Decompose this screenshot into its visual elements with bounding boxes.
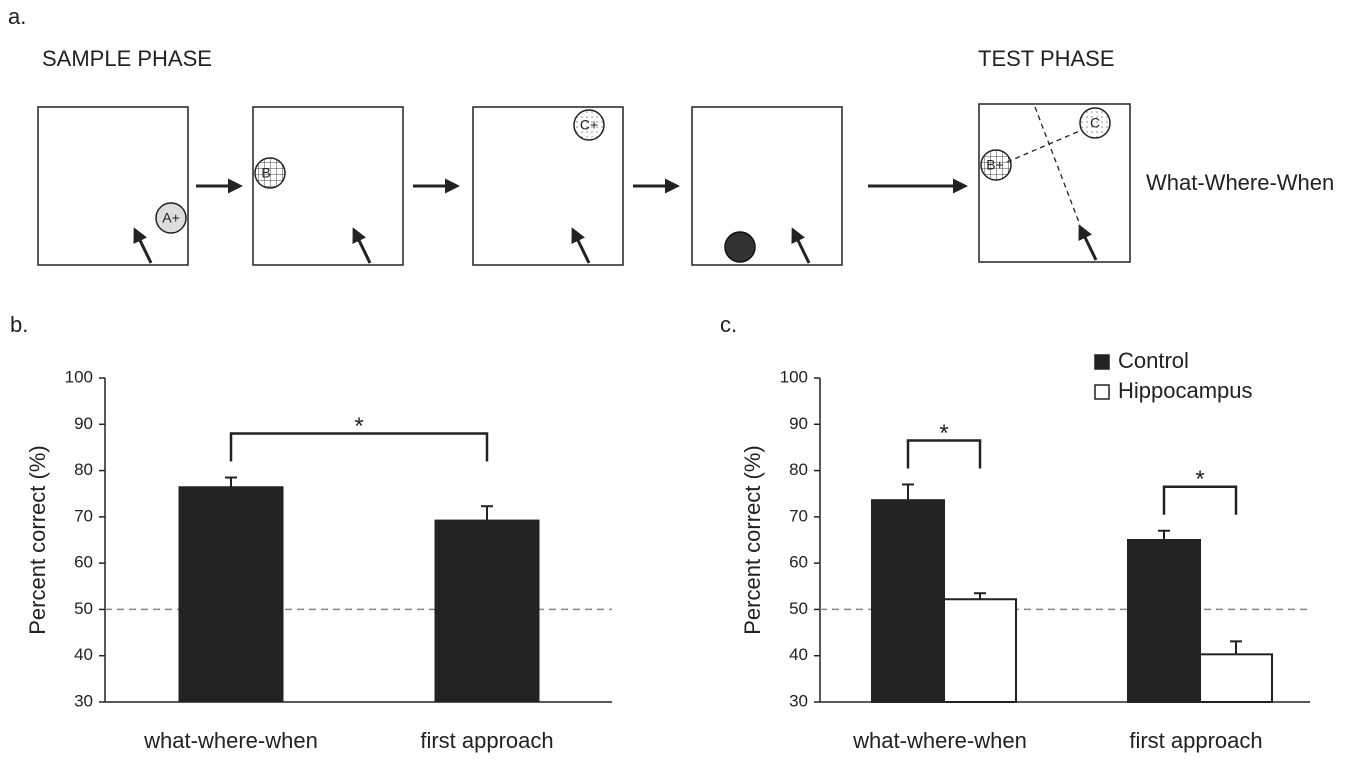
- significance-label: *: [354, 413, 363, 440]
- x-tick-label: first approach: [1129, 728, 1262, 753]
- arena: [37, 106, 189, 266]
- phase-label: SAMPLE PHASE: [42, 46, 212, 71]
- y-tick-label: 90: [789, 414, 808, 433]
- object-label: B: [261, 165, 270, 181]
- y-tick-label: 60: [74, 553, 93, 572]
- significance-bracket: [229, 432, 489, 462]
- panel-label: b.: [10, 312, 28, 337]
- legend-swatch: [1094, 384, 1110, 400]
- bar: [1199, 653, 1273, 704]
- bar: [178, 486, 284, 703]
- y-tick-label: 40: [74, 645, 93, 664]
- object: [155, 202, 187, 234]
- y-tick-label: 100: [65, 367, 93, 386]
- arena: [691, 106, 843, 266]
- y-tick-label: 50: [789, 599, 808, 618]
- y-tick-label: 90: [74, 414, 93, 433]
- object: [254, 157, 286, 189]
- panel-a: a. SAMPLE PHASE TEST PHASE What-Where-Wh…: [8, 4, 1334, 266]
- x-tick-label: what-where-when: [852, 728, 1027, 753]
- bar: [943, 598, 1017, 704]
- arrows: [133, 178, 1098, 264]
- y-tick-label: 100: [780, 367, 808, 386]
- y-tick-label: 30: [74, 691, 93, 710]
- panel-label: a.: [8, 4, 26, 29]
- significance-label: *: [939, 420, 948, 447]
- y-tick-label: 50: [74, 599, 93, 618]
- y-tick-label: 80: [789, 460, 808, 479]
- y-tick-label: 30: [789, 691, 808, 710]
- panel-label: c.: [720, 312, 737, 337]
- bar: [434, 519, 540, 703]
- object-label: C+: [580, 117, 598, 133]
- x-tick-label: first approach: [420, 728, 553, 753]
- y-tick-label: 70: [74, 506, 93, 525]
- x-tick-label: what-where-when: [143, 728, 318, 753]
- object-label: B+: [986, 157, 1004, 173]
- dashed-paths: [1006, 106, 1083, 226]
- significance-bracket: [906, 439, 982, 469]
- phase-label: TEST PHASE: [978, 46, 1115, 71]
- significance-bracket: [1162, 485, 1238, 515]
- condition-label: What-Where-When: [1146, 170, 1334, 195]
- y-axis-label: Percent correct (%): [740, 445, 765, 635]
- object: [724, 231, 756, 263]
- object: [980, 149, 1012, 181]
- y-tick-label: 40: [789, 645, 808, 664]
- y-tick-label: 80: [74, 460, 93, 479]
- y-tick-label: 60: [789, 553, 808, 572]
- legend-label: Hippocampus: [1118, 378, 1253, 403]
- object-label: A+: [162, 210, 180, 226]
- object-label: C: [1090, 115, 1100, 131]
- y-tick-label: 70: [789, 506, 808, 525]
- legend-swatch: [1094, 354, 1110, 370]
- bar: [1127, 539, 1201, 703]
- y-axis-label: Percent correct (%): [25, 445, 50, 635]
- bar: [871, 499, 945, 703]
- legend-label: Control: [1118, 348, 1189, 373]
- object: [573, 109, 605, 141]
- object: [1079, 107, 1111, 139]
- significance-label: *: [1195, 466, 1204, 493]
